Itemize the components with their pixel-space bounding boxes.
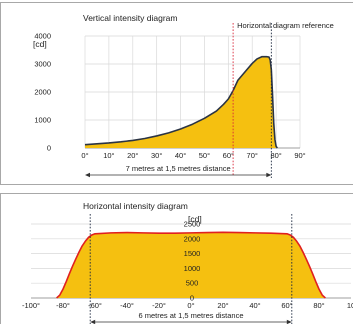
x-tick-label: 0° [187,301,194,310]
x-tick-label: -60° [88,301,102,310]
horizontal-distance-label: 6 metres at 1,5 metres distance [138,311,243,320]
horizontal-chart-title: Horizontal intensity diagram [83,201,188,211]
horizontal-chart-frame [0,193,353,324]
x-tick-label: 0° [81,151,88,160]
horizontal-diagram-reference-label: Horizontal diagram reference [237,21,334,30]
x-tick-label: 80° [270,151,281,160]
distance-arrow-head-left [90,319,96,324]
vertical-chart-title: Vertical intensity diagram [83,13,178,23]
y-tick-label: 2000 [34,88,51,97]
horizontal-intensity-area [56,232,326,298]
x-tick-label: 50° [199,151,210,160]
distance-arrow-head-right [286,319,292,324]
x-tick-label: 90° [294,151,305,160]
distance-arrow-head-left [85,172,90,178]
x-tick-label: 60° [223,151,234,160]
x-tick-label: -80° [56,301,70,310]
vertical-distance-label: 7 metres at 1,5 metres distance [126,164,231,173]
y-tick-label: 2500 [184,220,201,229]
vertical-intensity-area [85,56,278,148]
horizontal-chart-y-ticks: 0 500 1000 1500 2000 2500 [184,220,201,303]
vertical-chart-frame [0,2,353,185]
x-tick-label: 60° [281,301,292,310]
x-tick-label: -20° [152,301,166,310]
y-tick-label: 2000 [184,234,201,243]
horizontal-chart-x-ticks: -100° -80° -60° -40° -20° 0° 20° 40° 60° 80° 10 [22,301,353,310]
y-tick-label: 0 [47,144,51,153]
vertical-intensity-chart: Vertical intensity diagram [cd] 0 1000 200… [33,13,334,178]
horizontal-intensity-curve [56,231,326,299]
x-tick-label: 40° [249,301,260,310]
x-tick-label: 10 [347,301,353,310]
vertical-chart-x-ticks: 0° 10° 20° 30° 40° 50° 60° 70° 80° 90° [81,151,305,160]
x-tick-label: 40° [175,151,186,160]
y-tick-label: 4000 [34,32,51,41]
y-tick-label: 1000 [184,264,201,273]
distance-arrow-head-right [266,172,272,178]
y-tick-label: 0 [190,294,194,303]
y-tick-label: 1500 [184,249,201,258]
horizontal-distance-arrow [90,319,292,324]
horizontal-intensity-chart: Horizontal intensity diagram [cd] 0 500 10… [22,201,353,324]
x-tick-label: 70° [247,151,258,160]
vertical-chart-ylabel: [cd] [33,39,47,49]
x-tick-label: 80° [313,301,324,310]
horizontal-chart-ylabel: [cd] [188,214,202,224]
x-tick-label: 10° [103,151,114,160]
x-tick-label: 20° [217,301,228,310]
vertical-distance-arrow [85,172,272,178]
x-tick-label: -100° [22,301,40,310]
vertical-chart-y-ticks: 0 1000 2000 3000 4000 [34,32,51,153]
y-tick-label: 3000 [34,60,51,69]
x-tick-label: -40° [120,301,134,310]
y-tick-label: 500 [186,279,199,288]
x-tick-label: 20° [127,151,138,160]
vertical-intensity-curve [84,55,278,149]
x-tick-label: 30° [151,151,162,160]
y-tick-label: 1000 [34,116,51,125]
